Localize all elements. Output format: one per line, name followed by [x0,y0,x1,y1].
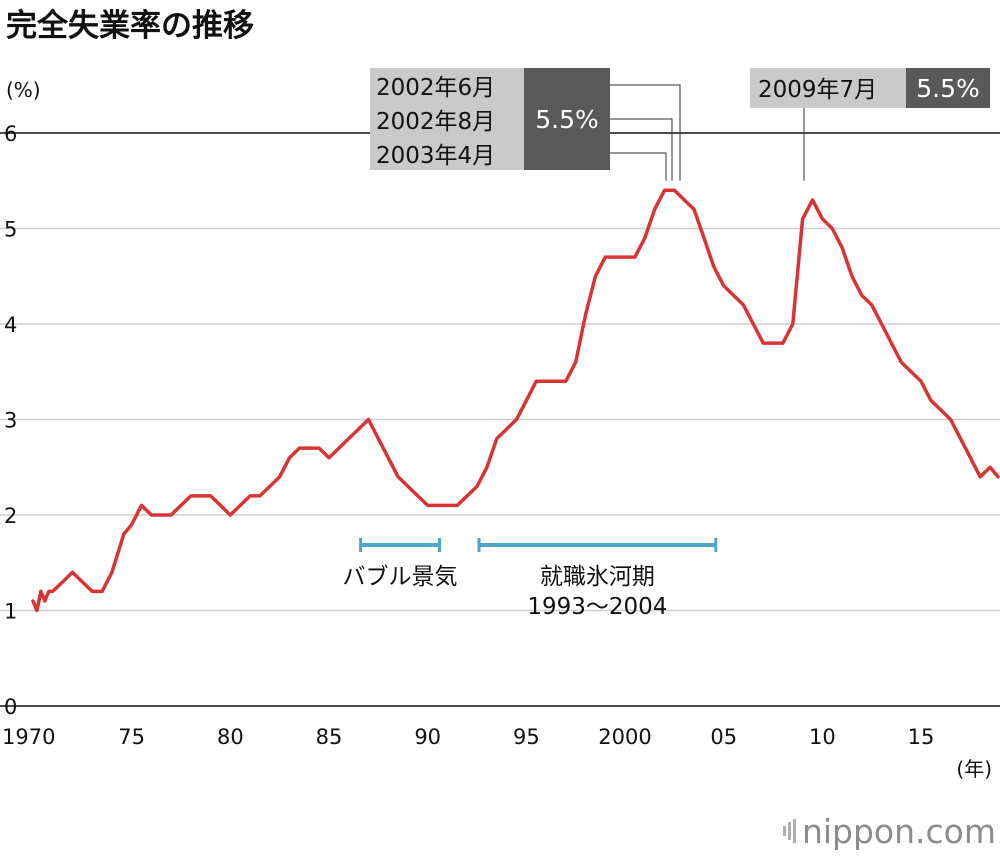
peak-date-label: 2009年7月 [758,77,877,103]
brand-bar [793,819,796,843]
peak-value-box [524,68,610,170]
peak-date-box [750,68,906,108]
peak-value-label: 5.5% [916,74,980,103]
peak-value-label: 5.5% [535,105,599,134]
x-tick-label: 95 [513,725,540,749]
brand-logo: nippon.com [802,812,996,851]
peak-leader-line [610,84,681,181]
brand-bar [788,822,791,840]
y-tick-label: 2 [4,504,17,528]
peak-leader-line [610,118,673,181]
y-tick-label: 5 [4,218,17,242]
y-tick-label: 0 [4,695,17,719]
peak-value-box [906,68,990,108]
period-markers: バブル景気 就職氷河期 1993〜2004 [343,538,718,620]
x-tick-label: 15 [908,725,935,749]
x-tick-label: 85 [316,725,343,749]
y-axis-unit: (%) [6,78,41,102]
x-tick-label: 75 [118,725,145,749]
series-line [31,188,1000,613]
y-tick-label: 6 [4,122,17,146]
gridlines [0,132,1000,707]
peak-date-label: 2003年4月 [376,143,495,169]
x-tick-label: 90 [414,725,441,749]
x-tick-label: 05 [710,725,737,749]
x-tick-label: 80 [217,725,244,749]
peak-date-box [370,68,524,170]
x-tick-labels: 1970 75 80 85 90 95 2000 05 10 15 [2,725,934,749]
brand-bar [783,826,786,836]
y-tick-label: 3 [4,409,17,433]
period-sublabel: 1993〜2004 [527,594,667,620]
y-tick-label: 1 [4,600,17,624]
period-label: 就職氷河期 [540,564,655,590]
y-tick-labels: 0 1 2 3 4 5 6 [4,122,17,719]
series-lines [31,188,1000,613]
period-label: バブル景気 [343,564,458,590]
x-axis-unit: (年) [956,757,992,781]
peak-date-label: 2002年8月 [376,109,495,135]
brand: nippon.com [783,812,996,851]
y-tick-label: 4 [4,313,17,337]
chart-title: 完全失業率の推移 [6,8,254,44]
peak-date-label: 2002年6月 [376,75,495,101]
x-tick-label: 10 [809,725,836,749]
x-tick-label: 2000 [598,725,651,749]
peak-annotations: 2002年6月 2002年8月 2003年4月 5.5% 2009年7月 5.5% [370,68,990,181]
peak-leader-line [610,152,667,181]
x-tick-label: 1970 [2,725,55,749]
